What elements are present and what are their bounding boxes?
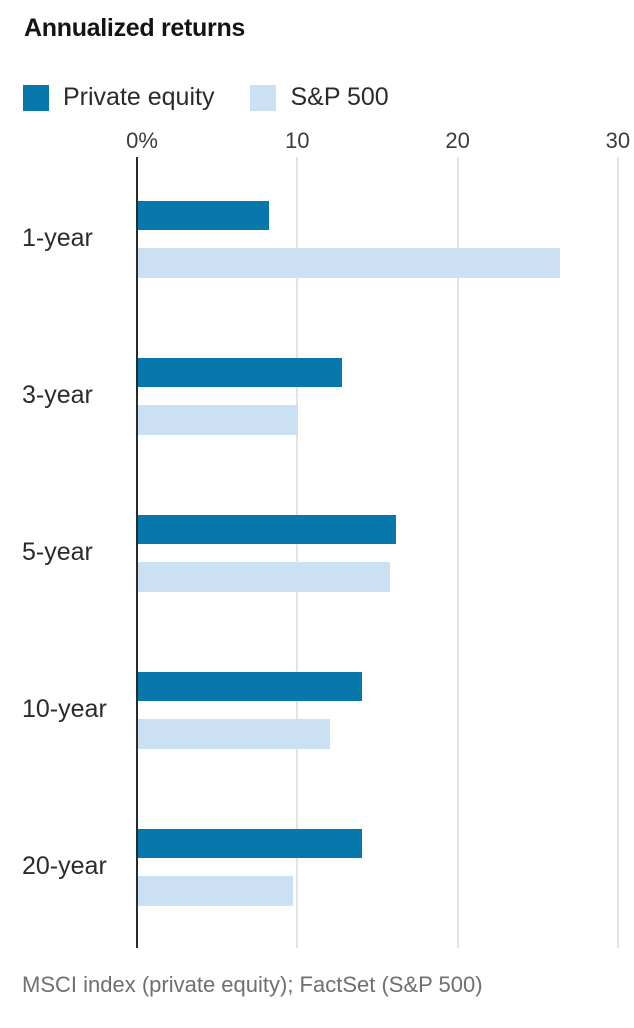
bar-private-equity-10-year xyxy=(138,672,362,701)
legend-swatch-sp500 xyxy=(250,84,277,111)
x-tick-label-0%: 0% xyxy=(126,128,158,153)
bar-private-equity-1-year xyxy=(138,201,269,230)
chart-legend: Private equity S&P 500 xyxy=(23,83,389,112)
source-note: MSCI index (private equity); FactSet (S&… xyxy=(22,972,483,997)
bar-sp500-20-year xyxy=(138,876,293,906)
gridline-10 xyxy=(296,157,299,948)
gridline-30 xyxy=(616,157,619,948)
chart-title: Annualized returns xyxy=(24,14,246,42)
bar-sp500-5-year xyxy=(138,562,390,592)
bar-private-equity-20-year xyxy=(138,829,362,858)
bar-private-equity-5-year xyxy=(138,515,396,544)
category-label-5-year: 5-year xyxy=(22,537,93,566)
legend-swatch-private-equity xyxy=(23,84,49,111)
y-axis-line xyxy=(136,157,138,948)
category-label-10-year: 10-year xyxy=(22,694,107,723)
bar-sp500-1-year xyxy=(138,248,560,278)
x-tick-label-10: 10 xyxy=(285,128,310,153)
bar-sp500-10-year xyxy=(138,719,330,749)
gridline-20 xyxy=(456,157,459,948)
legend-label-private-equity: Private equity xyxy=(63,83,215,111)
bar-private-equity-3-year xyxy=(138,358,342,387)
bar-sp500-3-year xyxy=(138,405,298,435)
legend-label-sp500: S&P 500 xyxy=(290,83,389,111)
x-tick-label-30: 30 xyxy=(605,128,631,153)
category-label-1-year: 1-year xyxy=(22,223,93,252)
x-tick-label-20: 20 xyxy=(445,128,470,153)
category-label-20-year: 20-year xyxy=(22,851,107,880)
category-label-3-year: 3-year xyxy=(22,380,93,409)
